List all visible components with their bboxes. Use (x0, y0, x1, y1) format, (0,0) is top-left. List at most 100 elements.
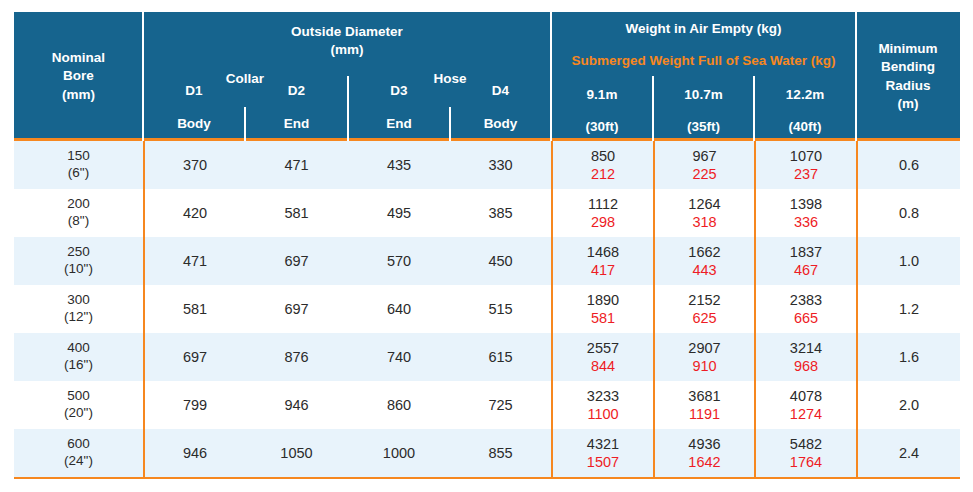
weight-cell-3: 1398336 (754, 189, 856, 237)
d3-value: 740 (348, 333, 450, 381)
weight-submerged-value: 298 (591, 213, 615, 231)
d2-value: 581 (245, 189, 348, 237)
weight-submerged-value: 968 (794, 357, 818, 375)
table-row: 300 (12")5816976405151890581215262523836… (14, 285, 960, 333)
weight-cell-3: 1070237 (754, 141, 856, 189)
header-submerged-weight: Submerged Weight Full of Sea Water (kg) (551, 52, 856, 70)
min-bending-radius-value: 2.0 (856, 381, 960, 429)
weight-air-value: 5482 (790, 435, 822, 453)
min-bending-radius-value: 1.0 (856, 237, 960, 285)
table-body: 150 (6")37047143533085021296722510702370… (14, 141, 960, 479)
nominal-bore-value: 400 (16") (14, 333, 143, 381)
weight-submerged-value: 443 (692, 261, 716, 279)
weight-air-value: 1468 (587, 243, 619, 261)
weight-cell-1: 32331100 (551, 381, 653, 429)
header-divider (244, 107, 246, 141)
d1-value: 946 (143, 429, 245, 477)
weight-air-value: 2383 (790, 291, 822, 309)
header-divider (347, 76, 349, 141)
weight-air-value: 4078 (790, 387, 822, 405)
weight-cell-2: 2152625 (653, 285, 754, 333)
weight-submerged-value: 318 (692, 213, 716, 231)
weight-submerged-value: 225 (692, 165, 716, 183)
d2-value: 876 (245, 333, 348, 381)
weight-submerged-value: 417 (591, 261, 615, 279)
weight-cell-3: 40781274 (754, 381, 856, 429)
d3-value: 860 (348, 381, 450, 429)
d2-value: 1050 (245, 429, 348, 477)
weight-cell-1: 1468417 (551, 237, 653, 285)
weight-submerged-value: 910 (692, 357, 716, 375)
header-length-12-2m: 12.2m (754, 86, 856, 104)
weight-air-value: 4936 (688, 435, 720, 453)
weight-submerged-value: 1764 (790, 453, 822, 471)
d3-value: 570 (348, 237, 450, 285)
weight-submerged-value: 1100 (587, 405, 618, 423)
d2-value: 697 (245, 237, 348, 285)
weight-submerged-value: 1642 (688, 453, 720, 471)
d1-value: 420 (143, 189, 245, 237)
header-d4-body: Body (450, 115, 551, 133)
weight-cell-3: 3214968 (754, 333, 856, 381)
weight-air-value: 2557 (587, 339, 619, 357)
d3-value: 1000 (348, 429, 450, 477)
table-header: Nominal Bore (mm) Outside Diameter (mm) … (14, 12, 960, 141)
weight-air-value: 850 (591, 147, 615, 165)
weight-air-value: 4321 (587, 435, 619, 453)
header-length-35ft: (35ft) (653, 118, 754, 136)
table-row: 400 (16")6978767406152557844290791032149… (14, 333, 960, 381)
weight-submerged-value: 467 (794, 261, 818, 279)
min-bending-radius-value: 1.2 (856, 285, 960, 333)
d3-value: 495 (348, 189, 450, 237)
weight-air-value: 1112 (588, 195, 618, 213)
d1-value: 581 (143, 285, 245, 333)
header-divider (652, 76, 654, 141)
d4-value: 330 (450, 141, 551, 189)
weight-cell-1: 43211507 (551, 429, 653, 477)
weight-submerged-value: 1274 (790, 405, 822, 423)
d4-value: 615 (450, 333, 551, 381)
weight-cell-2: 967225 (653, 141, 754, 189)
d1-value: 471 (143, 237, 245, 285)
table-row: 250 (10")4716975704501468417166244318374… (14, 237, 960, 285)
min-bending-radius-value: 0.8 (856, 189, 960, 237)
weight-submerged-value: 1507 (587, 453, 619, 471)
weight-cell-2: 2907910 (653, 333, 754, 381)
header-divider (449, 107, 451, 141)
header-divider (142, 12, 144, 141)
table-row: 600 (24")9461050100085543211507493616425… (14, 429, 960, 477)
header-divider (753, 76, 755, 141)
weight-submerged-value: 844 (591, 357, 615, 375)
d4-value: 725 (450, 381, 551, 429)
d4-value: 450 (450, 237, 551, 285)
min-bending-radius-value: 1.6 (856, 333, 960, 381)
weight-cell-1: 1112298 (551, 189, 653, 237)
d2-value: 697 (245, 285, 348, 333)
table-row: 500 (20")7999468607253233110036811191407… (14, 381, 960, 429)
d2-value: 946 (245, 381, 348, 429)
d4-value: 385 (450, 189, 551, 237)
weight-cell-2: 36811191 (653, 381, 754, 429)
weight-cell-1: 2557844 (551, 333, 653, 381)
weight-submerged-value: 212 (591, 165, 615, 183)
header-divider (855, 12, 857, 141)
weight-cell-2: 49361642 (653, 429, 754, 477)
table-row: 200 (8")42058149538511122981264318139833… (14, 189, 960, 237)
weight-air-value: 1662 (688, 243, 720, 261)
weight-submerged-value: 237 (794, 165, 818, 183)
header-d3-end: End (348, 115, 450, 133)
min-bending-radius-value: 2.4 (856, 429, 960, 477)
table-row: 150 (6")37047143533085021296722510702370… (14, 141, 960, 189)
header-min-bending-radius: Minimum Bending Radius (m) (856, 12, 960, 141)
d3-value: 640 (348, 285, 450, 333)
weight-cell-3: 2383665 (754, 285, 856, 333)
weight-cell-2: 1662443 (653, 237, 754, 285)
weight-submerged-value: 581 (591, 309, 615, 327)
d4-value: 855 (450, 429, 551, 477)
hose-specification-table: Nominal Bore (mm) Outside Diameter (mm) … (14, 12, 960, 479)
weight-air-value: 1890 (587, 291, 619, 309)
weight-air-value: 3214 (790, 339, 822, 357)
min-bending-radius-value: 0.6 (856, 141, 960, 189)
weight-cell-1: 850212 (551, 141, 653, 189)
header-d2: D2 (245, 82, 348, 100)
